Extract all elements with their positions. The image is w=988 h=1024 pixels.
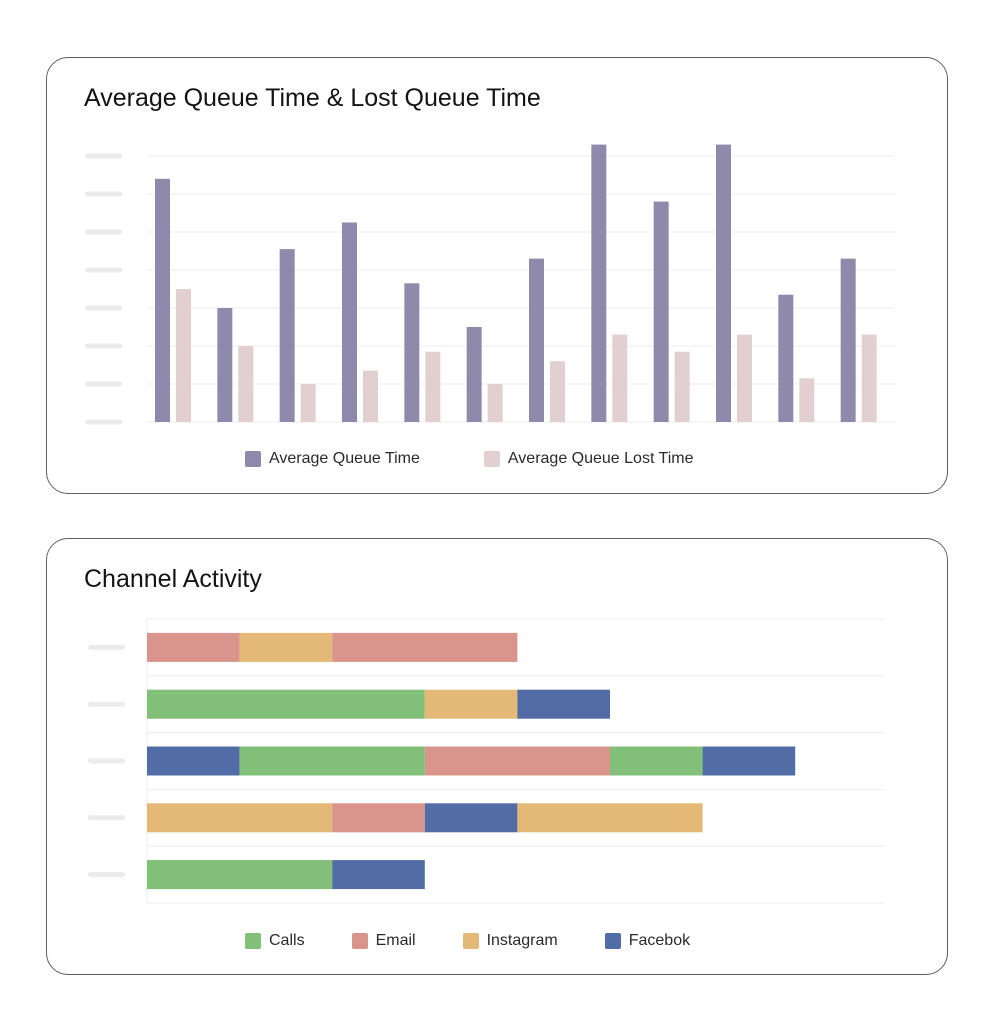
average-queue-time-bar: [591, 144, 607, 422]
queue-legend-item: Average Queue Time: [245, 450, 420, 468]
legend-label: Calls: [269, 932, 305, 949]
y-axis-tick-placeholder: [85, 343, 122, 349]
channel-chart-legend: Calls Email Instagram Facebok: [245, 932, 690, 950]
y-axis-tick-placeholder: [88, 701, 125, 707]
channel-activity-bar-chart: [88, 618, 885, 904]
queue-chart-gridlines: [85, 153, 895, 425]
average-queue-lost-time-bar: [674, 351, 690, 422]
y-axis-tick-placeholder: [88, 872, 125, 878]
average-queue-lost-time-bar: [363, 370, 378, 422]
legend-label: Instagram: [486, 932, 558, 949]
average-queue-lost-time-bar: [238, 346, 254, 422]
channel-chart-gridlines: [88, 618, 885, 904]
legend-swatch: [462, 933, 479, 949]
instagram-segment: [424, 689, 518, 719]
channel-chart-bars: [147, 632, 796, 890]
legend-swatch: [604, 933, 621, 949]
average-queue-time-bar: [716, 144, 731, 422]
calls-segment: [147, 860, 333, 890]
legend-label: Average Queue Lost Time: [507, 450, 694, 467]
average-queue-lost-time-bar: [799, 378, 815, 422]
email-segment: [332, 803, 425, 833]
average-queue-time-bar: [404, 283, 420, 422]
email-segment: [424, 746, 610, 776]
channel-legend-item: Instagram: [462, 932, 558, 950]
legend-swatch: [483, 451, 500, 467]
average-queue-time-bar: [217, 308, 233, 422]
average-queue-time-bar: [840, 258, 856, 422]
calls-segment: [147, 689, 425, 719]
y-axis-tick-placeholder: [85, 267, 122, 273]
calls-segment: [610, 746, 703, 776]
average-queue-time-bar: [529, 258, 544, 422]
average-queue-lost-time-bar: [176, 289, 191, 422]
y-axis-tick-placeholder: [88, 758, 125, 764]
facebok-segment: [147, 746, 240, 776]
channel-chart-title: Channel Activity: [84, 565, 262, 593]
average-queue-lost-time-bar: [487, 384, 503, 422]
y-axis-tick-placeholder: [85, 381, 122, 387]
calls-segment: [239, 746, 425, 776]
legend-label: Facebok: [628, 932, 691, 949]
legend-swatch: [351, 933, 368, 949]
facebok-segment: [332, 860, 425, 890]
instagram-segment: [517, 803, 703, 833]
facebok-segment: [702, 746, 796, 776]
email-segment: [332, 632, 518, 662]
average-queue-lost-time-bar: [861, 334, 877, 422]
queue-chart-legend: Average Queue Time Average Queue Lost Tim…: [245, 450, 694, 468]
channel-legend-item: Calls: [245, 932, 305, 950]
facebok-segment: [517, 689, 610, 719]
queue-chart-bars: [155, 144, 877, 422]
y-axis-tick-placeholder: [88, 815, 125, 821]
legend-swatch: [245, 933, 261, 949]
y-axis-tick-placeholder: [85, 419, 122, 425]
instagram-segment: [147, 803, 333, 833]
channel-legend-item: Email: [351, 932, 416, 950]
average-queue-lost-time-bar: [425, 351, 441, 422]
email-segment: [147, 632, 240, 662]
facebok-segment: [424, 803, 518, 833]
y-axis-tick-placeholder: [88, 644, 125, 650]
average-queue-time-bar: [155, 178, 170, 422]
channel-legend-item: Facebok: [604, 932, 691, 950]
average-queue-time-bar: [279, 249, 295, 422]
y-axis-tick-placeholder: [85, 153, 122, 159]
average-queue-lost-time-bar: [550, 361, 565, 422]
average-queue-time-bar: [342, 222, 357, 422]
average-queue-lost-time-bar: [737, 334, 752, 422]
legend-label: Email: [375, 932, 416, 949]
queue-time-bar-chart: [85, 144, 895, 425]
y-axis-tick-placeholder: [85, 305, 122, 311]
instagram-segment: [239, 632, 333, 662]
channel-activity-card: Channel Activity Calls Email Instagram Face…: [46, 538, 948, 975]
average-queue-time-bar: [466, 327, 482, 422]
average-queue-lost-time-bar: [300, 384, 316, 422]
legend-label: Average Queue Time: [269, 450, 420, 467]
legend-swatch: [245, 451, 261, 467]
y-axis-tick-placeholder: [85, 191, 122, 197]
y-axis-tick-placeholder: [85, 229, 122, 235]
average-queue-time-bar: [778, 294, 794, 422]
average-queue-lost-time-bar: [612, 334, 628, 422]
queue-time-card: Average Queue Time & Lost Queue Time Ave…: [46, 57, 948, 494]
queue-legend-item: Average Queue Lost Time: [483, 450, 694, 468]
average-queue-time-bar: [653, 201, 669, 422]
queue-chart-title: Average Queue Time & Lost Queue Time: [84, 84, 541, 112]
